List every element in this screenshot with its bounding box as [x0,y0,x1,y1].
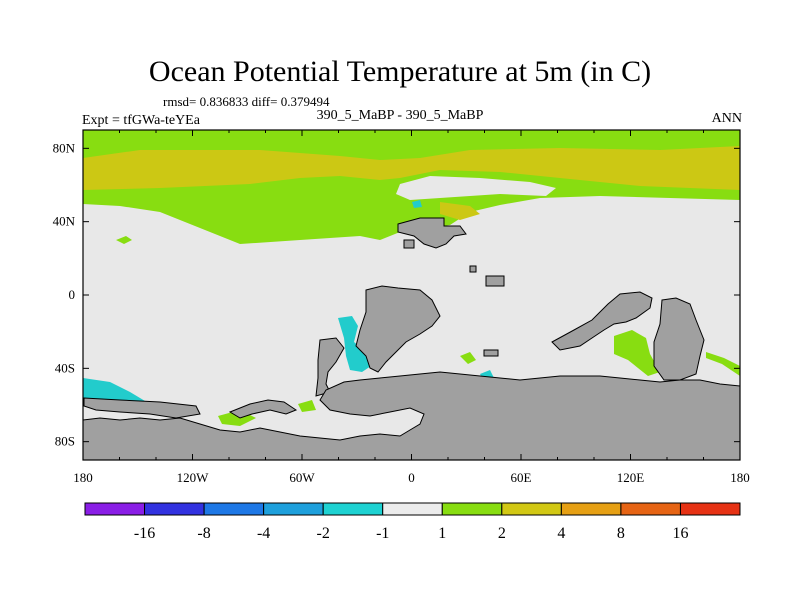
land-antarctica [83,371,740,460]
north-yellow-band [83,146,740,190]
land-layer [83,217,740,460]
stats-text: rmsd= 0.836833 diff= 0.379494 [163,94,330,109]
land-island-1 [469,265,477,273]
land-asia-australia [551,291,653,351]
chart-title: Ocean Potential Temperature at 5m (in C) [148,55,652,88]
land-australia [653,297,705,381]
y-axis: 80N 40N 0 40S 80S [53,140,740,449]
colorbar-swatch [560,502,622,516]
colorbar: -16 -8 -4 -2 -1 1 2 4 8 16 [84,502,741,542]
land-island-2 [485,275,505,287]
x-tick-label: 0 [408,470,415,485]
colorbar-swatch [501,502,562,516]
colorbar-label: -8 [197,525,210,542]
x-tick-label: 60W [289,470,315,485]
colorbar-swatch [84,502,146,516]
land-west-antarctic-islands [83,397,201,419]
x-tick-label: 180 [730,470,750,485]
y-tick-label: 0 [69,287,76,302]
colorbar-swatch [203,502,265,516]
land-antarctic-peninsula [228,399,298,419]
north-white-tongue [396,176,556,200]
colorbar-swatch [620,502,681,516]
colorbar-swatch [144,502,205,516]
season-label: ANN [711,111,742,126]
land-island-3 [483,349,499,357]
north-cyan-patch [412,200,422,208]
land-south-america [315,337,345,397]
green-patch-drake [298,400,316,412]
green-patch-south-atlantic [460,352,476,364]
colorbar-label: 1 [438,525,446,542]
x-axis: 180 120W 60W 0 60E 120E 180 [73,130,750,485]
y-tick-label: 80S [55,434,75,449]
land-africa [355,285,441,373]
map-plot-area [83,130,740,460]
colorbar-label: -4 [257,525,270,542]
case-label: 390_5_MaBP - 390_5_MaBP [316,108,484,123]
colorbar-swatch [382,502,443,516]
colorbar-swatch [322,502,384,516]
colorbar-label: -1 [376,525,389,542]
land-europe [397,217,467,249]
colorbar-label: 16 [672,525,688,542]
north-yellow-patch-atlantic [440,202,480,220]
colorbar-label: 2 [498,525,506,542]
colorbar-label: 8 [617,525,625,542]
colorbar-label: 4 [557,525,565,542]
x-tick-label: 120W [177,470,210,485]
x-tick-label: 120E [617,470,645,485]
green-patch-indian-ocean [614,330,660,376]
green-patch-pacific [116,236,132,244]
x-tick-label: 60E [511,470,532,485]
colorbar-label: -16 [134,525,155,542]
colorbar-swatch [679,502,741,516]
colorbar-swatch [263,502,324,516]
colorbar-swatch [441,502,503,516]
land-island-4 [403,239,415,249]
y-tick-label: 40S [55,360,75,375]
y-tick-label: 80N [53,140,76,155]
green-patch-near-australia [706,352,740,376]
x-tick-label: 180 [73,470,93,485]
colorbar-label: -2 [317,525,330,542]
y-tick-label: 40N [53,214,76,229]
experiment-label: Expt = tfGWa-teYEa [82,113,200,128]
